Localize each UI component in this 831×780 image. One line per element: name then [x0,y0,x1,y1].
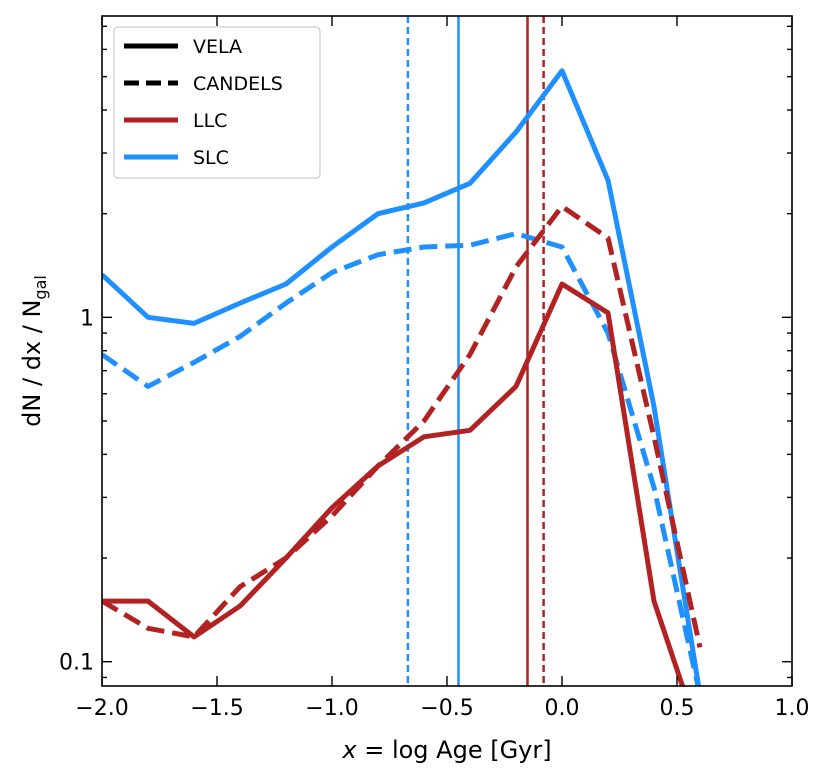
series-layer [102,68,703,686]
legend-box [113,26,321,179]
x-tick-label: 0.0 [545,696,580,721]
y-axis-label-main: dN / dx / N [18,300,46,427]
x-tick-label: −1.0 [305,696,358,721]
series-llc-vela [102,281,686,686]
x-tick-label: 1.0 [775,696,810,721]
x-tick-label: 0.5 [660,696,695,721]
plot-frame [101,15,793,687]
legend-label-candels: CANDELS [193,73,283,95]
x-axis-label: x = log Age [Gyr] [341,736,551,764]
legend-label-llc: LLC [193,110,227,132]
legend-label-slc: SLC [193,147,229,169]
series-slc-vela [102,68,702,686]
y-axis-label-sub: gal [31,275,50,299]
x-tick-label: −1.5 [190,696,243,721]
x-tick-label: −2.0 [75,696,128,721]
legend-label-vela: VELA [193,36,242,58]
series-slc-candels [102,231,701,686]
y-axis-label: dN / dx / Ngal [18,275,50,427]
y-tick-label: 0.1 [59,651,94,676]
x-axis-label-rest: = log Age [Gyr] [357,736,552,764]
legend: VELA CANDELS LLC SLC [113,26,321,179]
x-axis-label-var: x [341,736,357,764]
y-tick-label: 1 [80,306,94,331]
median-lines [406,16,545,686]
tick-labels: −2.0 −1.5 −1.0 −0.5 0.0 0.5 1.0 0.1 1 [59,306,810,721]
x-tick-label: −0.5 [420,696,473,721]
ticks [101,16,793,686]
series-llc-candels [102,203,703,648]
